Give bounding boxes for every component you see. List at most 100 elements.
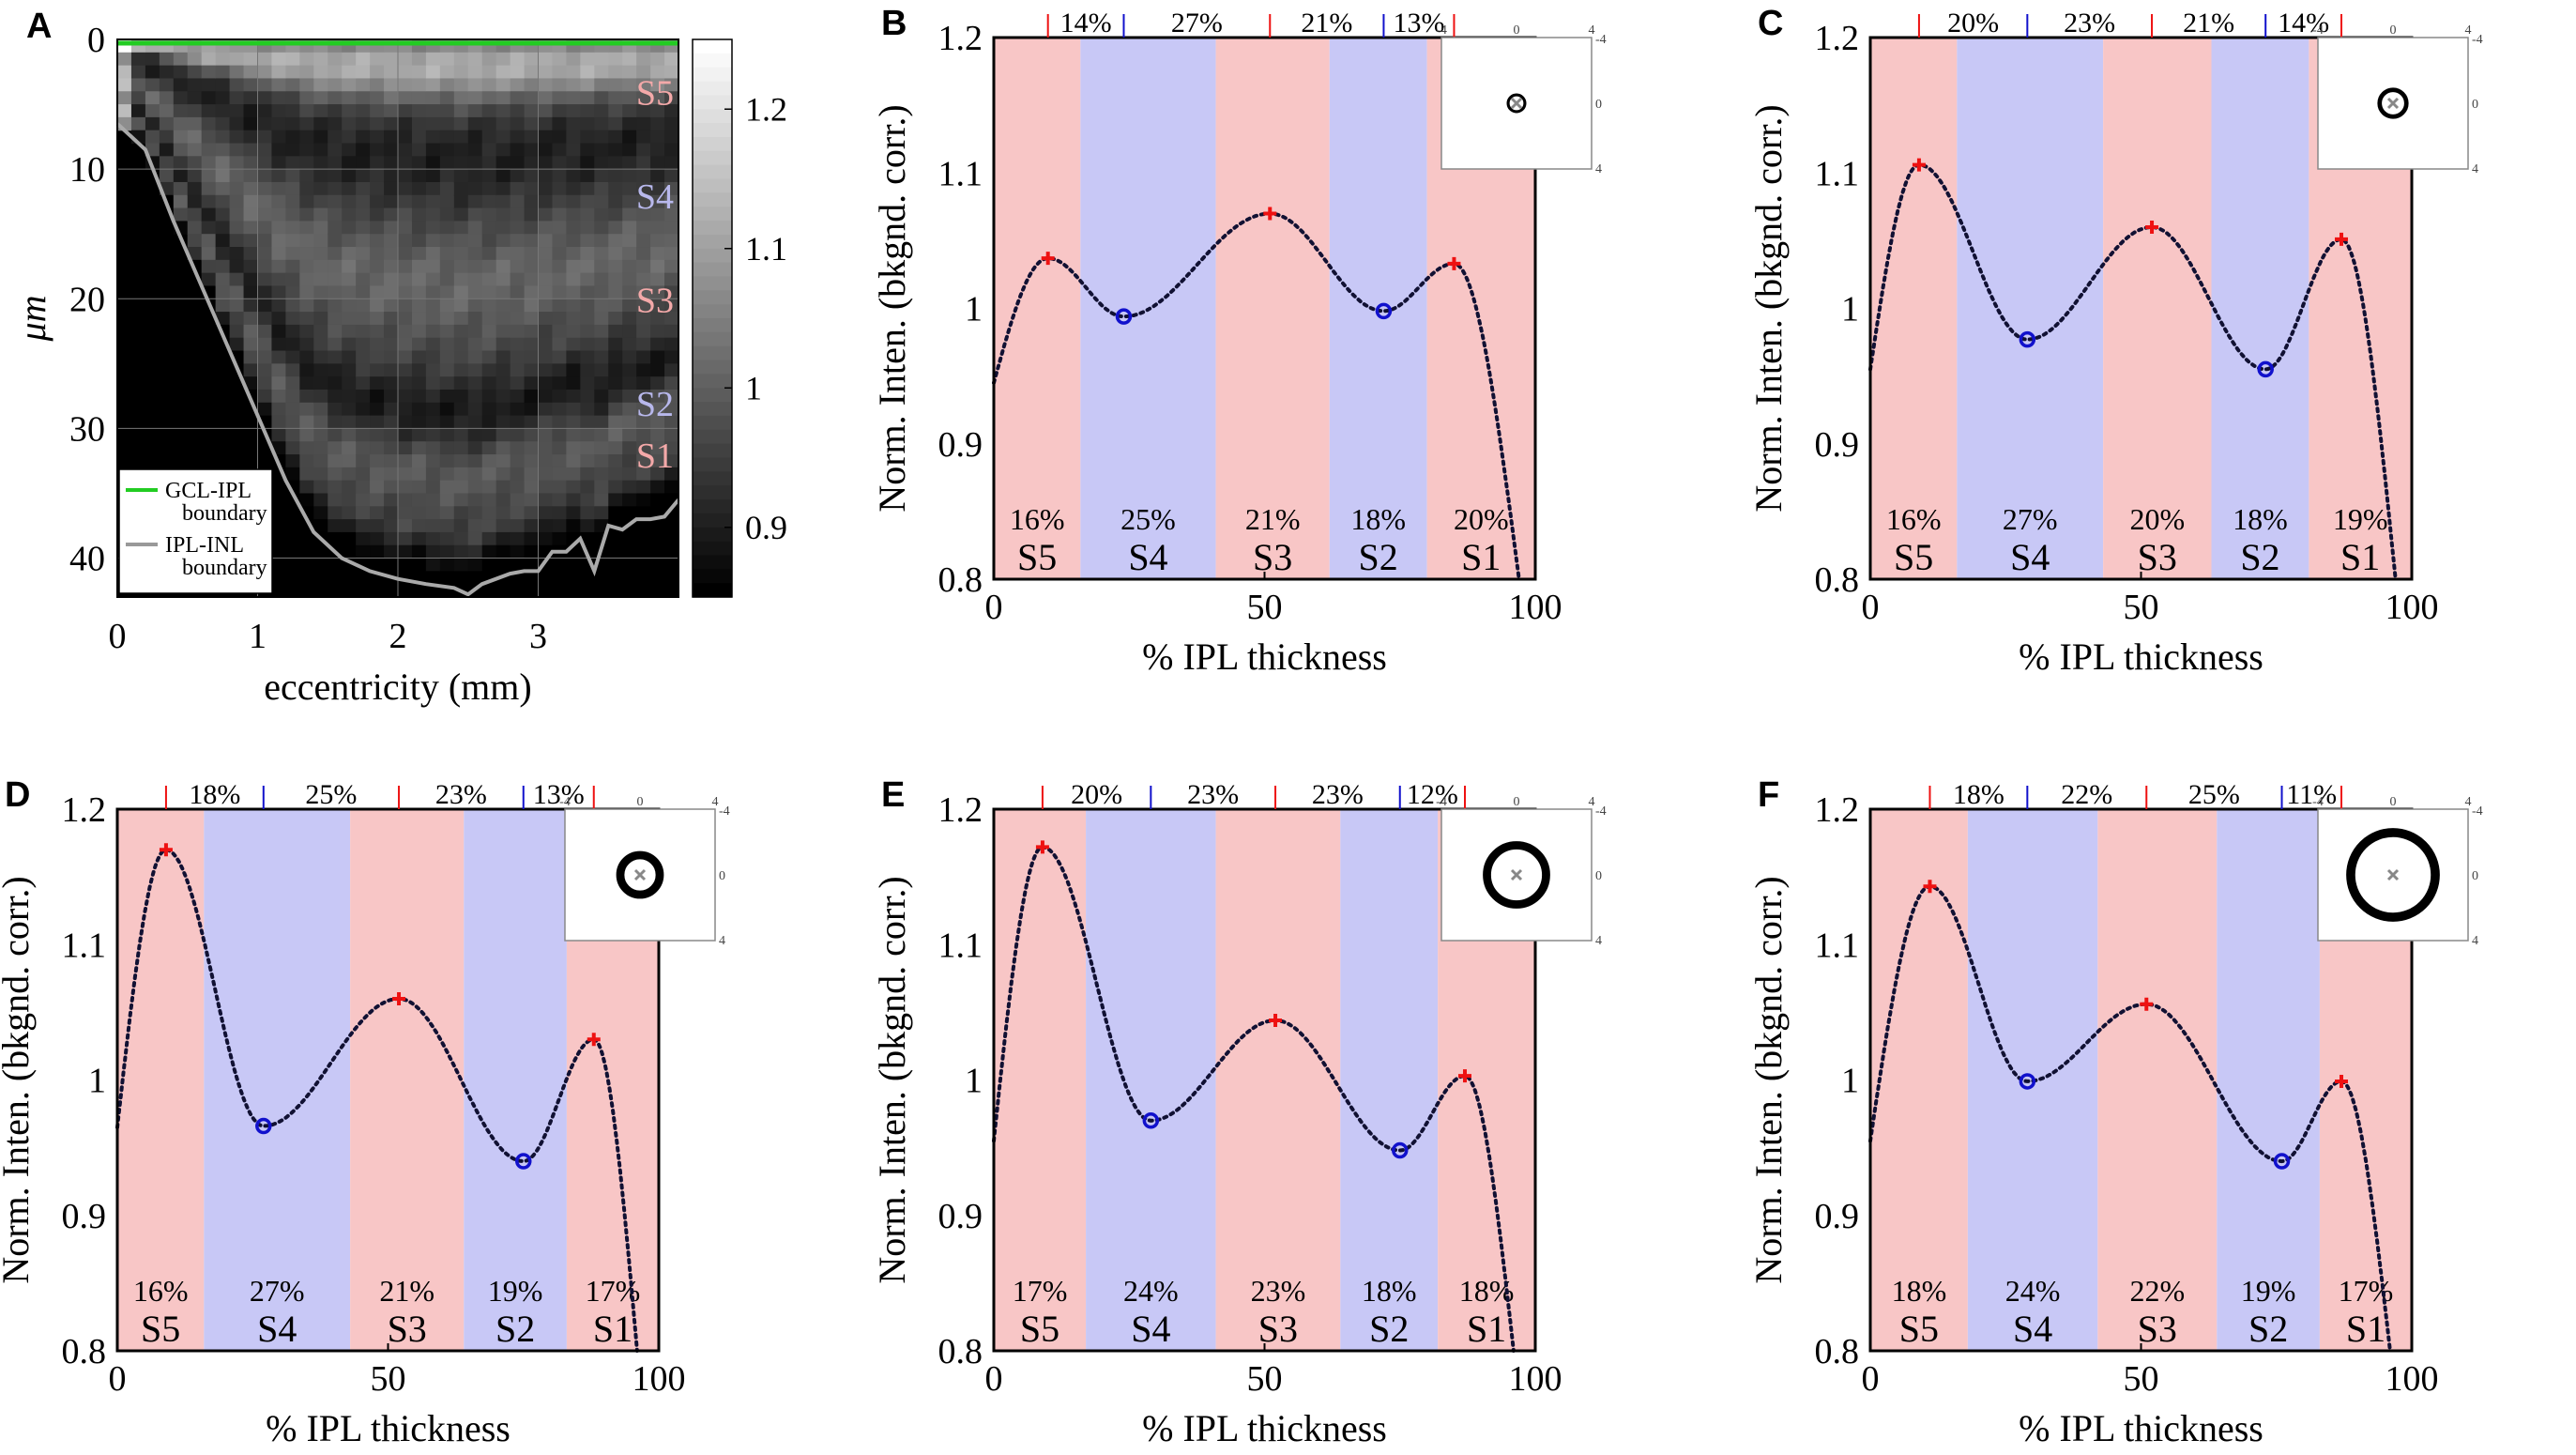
heatmap-cell — [524, 493, 540, 507]
heatmap-cell — [271, 299, 286, 313]
heatmap-cell — [636, 247, 651, 261]
heatmap-cell — [328, 104, 343, 118]
heatmap-cell — [552, 104, 567, 118]
heatmap-cell — [552, 480, 567, 495]
heatmap-cell — [622, 363, 637, 377]
inset-tick-label: 0 — [2390, 23, 2397, 38]
inset-tick-label: 0 — [1514, 23, 1520, 38]
heatmap-cell — [370, 285, 385, 299]
inset-tick-label: -4 — [719, 804, 730, 819]
heatmap-cell — [425, 272, 441, 287]
heatmap-cell — [566, 376, 581, 391]
colorbar-segment — [693, 81, 732, 96]
heatmap-cell — [145, 130, 160, 145]
heatmap-cell — [342, 337, 357, 352]
heatmap-cell — [510, 169, 526, 183]
heatmap-cell — [285, 91, 300, 105]
heatmap-cell — [594, 363, 609, 377]
heatmap-cell — [411, 181, 427, 196]
heatmap-cell — [439, 506, 455, 520]
heatmap-cell — [398, 480, 413, 495]
band-label: S1 — [1461, 536, 1501, 578]
heatmap-cell — [257, 312, 273, 326]
heatmap-cell — [495, 363, 511, 377]
heatmap-cell — [510, 519, 526, 533]
heatmap-cell — [299, 194, 314, 209]
heatmap-cell — [299, 259, 314, 274]
heatmap-cell — [229, 143, 245, 157]
heatmap-cell — [173, 169, 189, 183]
heatmap-cell — [384, 467, 399, 482]
heatmap-cell — [538, 234, 554, 248]
heatmap-cell — [495, 272, 511, 287]
heatmap-cell — [229, 285, 245, 299]
heatmap-cell — [650, 493, 665, 507]
peak-marker — [159, 843, 173, 857]
heatmap-cell — [285, 143, 300, 157]
y-tick-label: 0.8 — [62, 1332, 107, 1371]
heatmap-cell — [215, 91, 231, 105]
heatmap-cell — [524, 143, 540, 157]
heatmap-cell — [453, 299, 469, 313]
heatmap-cell — [664, 156, 679, 170]
heatmap-cell — [439, 493, 455, 507]
heatmap-cell — [510, 506, 526, 520]
heatmap-cell — [342, 272, 357, 287]
heatmap-cell — [453, 571, 469, 585]
band-label: S4 — [1128, 536, 1167, 578]
heatmap-cell — [215, 221, 231, 235]
colorbar-segment — [693, 569, 732, 584]
heatmap-cell — [398, 312, 413, 326]
heatmap-cell — [356, 415, 371, 430]
heatmap-cell — [243, 312, 259, 326]
heatmap-cell — [257, 116, 273, 131]
heatmap-cell — [356, 363, 371, 377]
heatmap-cell — [201, 91, 217, 105]
heatmap-cell — [398, 194, 413, 209]
heatmap-cell — [495, 337, 511, 352]
heatmap-cell — [453, 558, 469, 572]
heatmap-cell — [664, 116, 679, 131]
heatmap-cell — [425, 428, 441, 442]
heatmap-cell — [538, 389, 554, 404]
heatmap-cell — [201, 52, 217, 67]
heatmap-cell — [299, 389, 314, 404]
heatmap-cell — [580, 259, 595, 274]
layer-band — [2217, 809, 2320, 1351]
heatmap-cell — [370, 493, 385, 507]
heatmap-cell — [552, 454, 567, 468]
heatmap-cell — [636, 337, 651, 352]
heatmap-cell — [580, 52, 595, 67]
heatmap-cell — [664, 234, 679, 248]
heatmap-cell — [398, 207, 413, 222]
heatmap-cell — [467, 91, 483, 105]
heatmap-cell — [384, 221, 399, 235]
heatmap-cell — [566, 65, 581, 80]
heatmap-cell — [201, 143, 217, 157]
heatmap-cell — [173, 52, 189, 67]
heatmap-cell — [495, 181, 511, 196]
heatmap-cell — [538, 65, 554, 80]
heatmap-cell — [187, 91, 203, 105]
heatmap-cell — [299, 299, 314, 313]
inset-tick-label: 4 — [1589, 23, 1595, 38]
heatmap-cell — [566, 324, 581, 339]
heatmap-cell — [384, 350, 399, 364]
heatmap-cell — [313, 363, 328, 377]
heatmap-cell — [524, 324, 540, 339]
heatmap-cell — [328, 389, 343, 404]
heatmap-cell — [481, 259, 497, 274]
heatmap-cell — [650, 363, 665, 377]
heatmap-cell — [538, 259, 554, 274]
heatmap-cell — [229, 299, 245, 313]
heatmap-cell — [145, 52, 160, 67]
heatmap-cell — [664, 299, 679, 313]
heatmap-cell — [510, 350, 526, 364]
heatmap-cell — [495, 441, 511, 455]
top-percent: 20% — [1947, 8, 1999, 38]
heatmap-cell — [285, 350, 300, 364]
heatmap-cell — [285, 272, 300, 287]
heatmap-cell — [510, 454, 526, 468]
heatmap-cell — [650, 337, 665, 352]
heatmap-cell — [608, 78, 623, 92]
